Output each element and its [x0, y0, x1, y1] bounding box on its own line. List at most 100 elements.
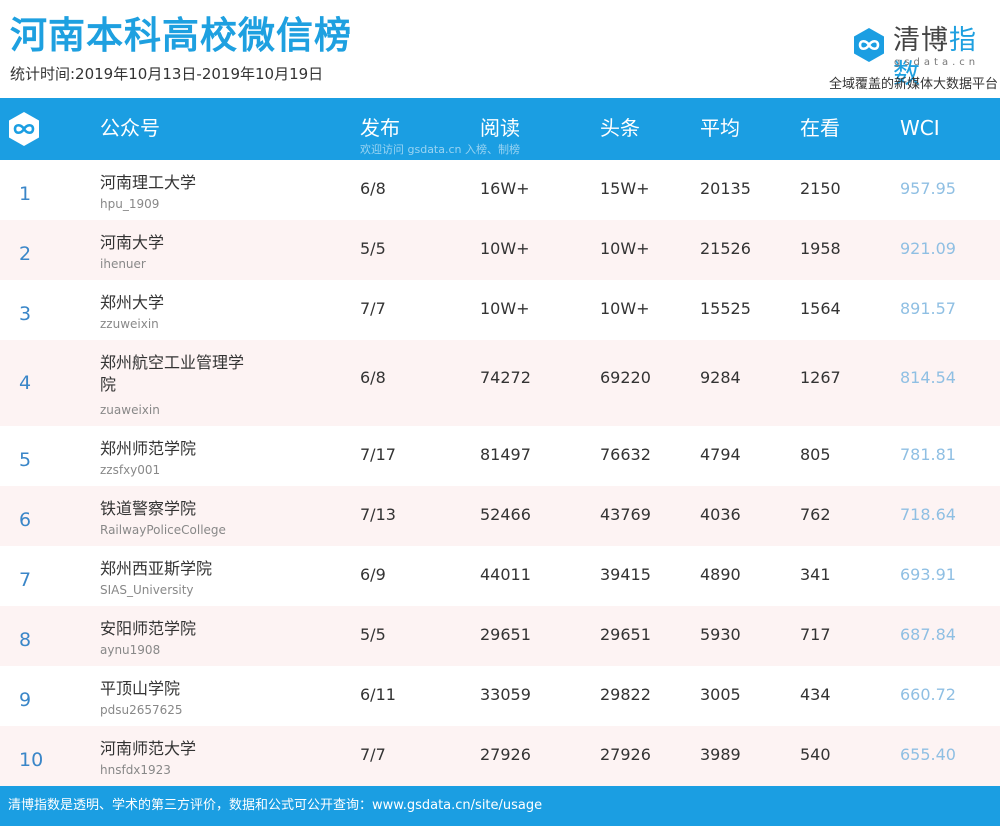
read-count: 10W+: [480, 239, 530, 258]
average-read-count: 4794: [700, 445, 741, 464]
watching-count: 717: [800, 625, 831, 644]
headline-read-count: 29651: [600, 625, 651, 644]
wci-score: 718.64: [900, 505, 956, 524]
headline-read-count: 76632: [600, 445, 651, 464]
read-count: 81497: [480, 445, 531, 464]
read-count: 29651: [480, 625, 531, 644]
read-count: 52466: [480, 505, 531, 524]
wci-score: 921.09: [900, 239, 956, 258]
account-name: 河南大学: [100, 233, 165, 252]
publish-count: 7/17: [360, 445, 396, 464]
average-read-count: 15525: [700, 299, 751, 318]
headline-read-count: 10W+: [600, 239, 650, 258]
read-count: 16W+: [480, 179, 530, 198]
account-name: 河南理工大学: [100, 173, 197, 192]
table-row: 6 铁道警察学院 RailwayPoliceCollege 7/13 52466…: [0, 486, 1000, 546]
average-read-count: 4890: [700, 565, 741, 584]
publish-count: 6/8: [360, 179, 386, 198]
headline-read-count: 39415: [600, 565, 651, 584]
account-id: ihenuer: [100, 257, 146, 271]
column-header-average: 平均: [700, 116, 740, 140]
table-row: 7 郑州西亚斯学院 SIAS_University 6/9 44011 3941…: [0, 546, 1000, 606]
publish-count: 7/7: [360, 745, 386, 764]
watching-count: 2150: [800, 179, 841, 198]
average-read-count: 21526: [700, 239, 751, 258]
average-read-count: 3989: [700, 745, 741, 764]
infinity-icon: [9, 112, 39, 146]
publish-count: 7/13: [360, 505, 396, 524]
column-header-wci: WCI: [900, 116, 940, 140]
brand-name-part2: 指数: [893, 25, 977, 90]
page-header: 河南本科高校微信榜 统计时间:2019年10月13日-2019年10月19日 清…: [0, 0, 1000, 98]
wci-score: 687.84: [900, 625, 956, 644]
wci-score: 660.72: [900, 685, 956, 704]
account-id: aynu1908: [100, 643, 161, 657]
publish-count: 6/9: [360, 565, 386, 584]
wci-score: 655.40: [900, 745, 956, 764]
table-header: 公众号 发布 阅读 头条 平均 在看 WCI 欢迎访问 gsdata.cn 入榜…: [0, 98, 1000, 160]
account-id: hnsfdx1923: [100, 763, 171, 777]
table-row: 4 郑州航空工业管理学院 zuaweixin 6/8 74272 69220 9…: [0, 340, 1000, 426]
wci-score: 814.54: [900, 368, 956, 387]
account-name: 铁道警察学院: [100, 499, 197, 518]
account-name: 安阳师范学院: [100, 619, 197, 638]
watching-count: 1958: [800, 239, 841, 258]
account-name: 郑州大学: [100, 293, 165, 312]
rank-number: 9: [19, 689, 32, 711]
watching-count: 1267: [800, 368, 841, 387]
column-header-account: 公众号: [100, 116, 160, 140]
headline-read-count: 15W+: [600, 179, 650, 198]
account-id: RailwayPoliceCollege: [100, 523, 226, 537]
table-row: 8 安阳师范学院 aynu1908 5/5 29651 29651 5930 7…: [0, 606, 1000, 666]
column-header-watching: 在看: [800, 116, 840, 140]
average-read-count: 4036: [700, 505, 741, 524]
watching-count: 805: [800, 445, 831, 464]
average-read-count: 3005: [700, 685, 741, 704]
page-title: 河南本科高校微信榜: [10, 14, 352, 57]
account-id: zzuweixin: [100, 317, 159, 331]
account-name: 郑州西亚斯学院: [100, 559, 213, 578]
footer-note: 清博指数是透明、学术的第三方评价，数据和公式可公开查询：www.gsdata.c…: [8, 798, 543, 813]
brand-domain: gsdata.cn: [894, 57, 980, 68]
rank-number: 10: [19, 749, 44, 771]
rank-number: 6: [19, 509, 32, 531]
average-read-count: 20135: [700, 179, 751, 198]
table-row: 2 河南大学 ihenuer 5/5 10W+ 10W+ 21526 1958 …: [0, 220, 1000, 280]
rank-number: 5: [19, 449, 32, 471]
account-id: hpu_1909: [100, 197, 160, 211]
column-header-publish: 发布: [360, 116, 400, 140]
read-count: 10W+: [480, 299, 530, 318]
wci-score: 957.95: [900, 179, 956, 198]
stat-period: 统计时间:2019年10月13日-2019年10月19日: [10, 65, 324, 83]
table-row: 1 河南理工大学 hpu_1909 6/8 16W+ 15W+ 20135 21…: [0, 160, 1000, 220]
headline-read-count: 29822: [600, 685, 651, 704]
publish-count: 6/11: [360, 685, 396, 704]
wci-score: 891.57: [900, 299, 956, 318]
account-name: 平顶山学院: [100, 679, 181, 698]
account-name: 郑州航空工业管理学院: [100, 353, 245, 394]
table-row: 5 郑州师范学院 zzsfxy001 7/17 81497 76632 4794…: [0, 426, 1000, 486]
watching-count: 341: [800, 565, 831, 584]
publish-count: 5/5: [360, 239, 386, 258]
publish-count: 7/7: [360, 299, 386, 318]
read-count: 44011: [480, 565, 531, 584]
page-footer: 清博指数是透明、学术的第三方评价，数据和公式可公开查询：www.gsdata.c…: [0, 786, 1000, 826]
rank-number: 2: [19, 243, 32, 265]
table-row: 3 郑州大学 zzuweixin 7/7 10W+ 10W+ 15525 156…: [0, 280, 1000, 340]
wci-score: 693.91: [900, 565, 956, 584]
watermark-text: 欢迎访问 gsdata.cn 入榜、制榜: [360, 143, 520, 156]
brand-name-part1: 清博: [893, 25, 949, 56]
watching-count: 762: [800, 505, 831, 524]
column-header-read: 阅读: [480, 116, 520, 140]
account-id: pdsu2657625: [100, 703, 183, 717]
read-count: 27926: [480, 745, 531, 764]
ranking-table: 1 河南理工大学 hpu_1909 6/8 16W+ 15W+ 20135 21…: [0, 160, 1000, 786]
wci-score: 781.81: [900, 445, 956, 464]
rank-number: 1: [19, 183, 32, 205]
rank-number: 3: [19, 303, 32, 325]
publish-count: 5/5: [360, 625, 386, 644]
account-id: zuaweixin: [100, 403, 160, 417]
headline-read-count: 27926: [600, 745, 651, 764]
average-read-count: 5930: [700, 625, 741, 644]
read-count: 74272: [480, 368, 531, 387]
